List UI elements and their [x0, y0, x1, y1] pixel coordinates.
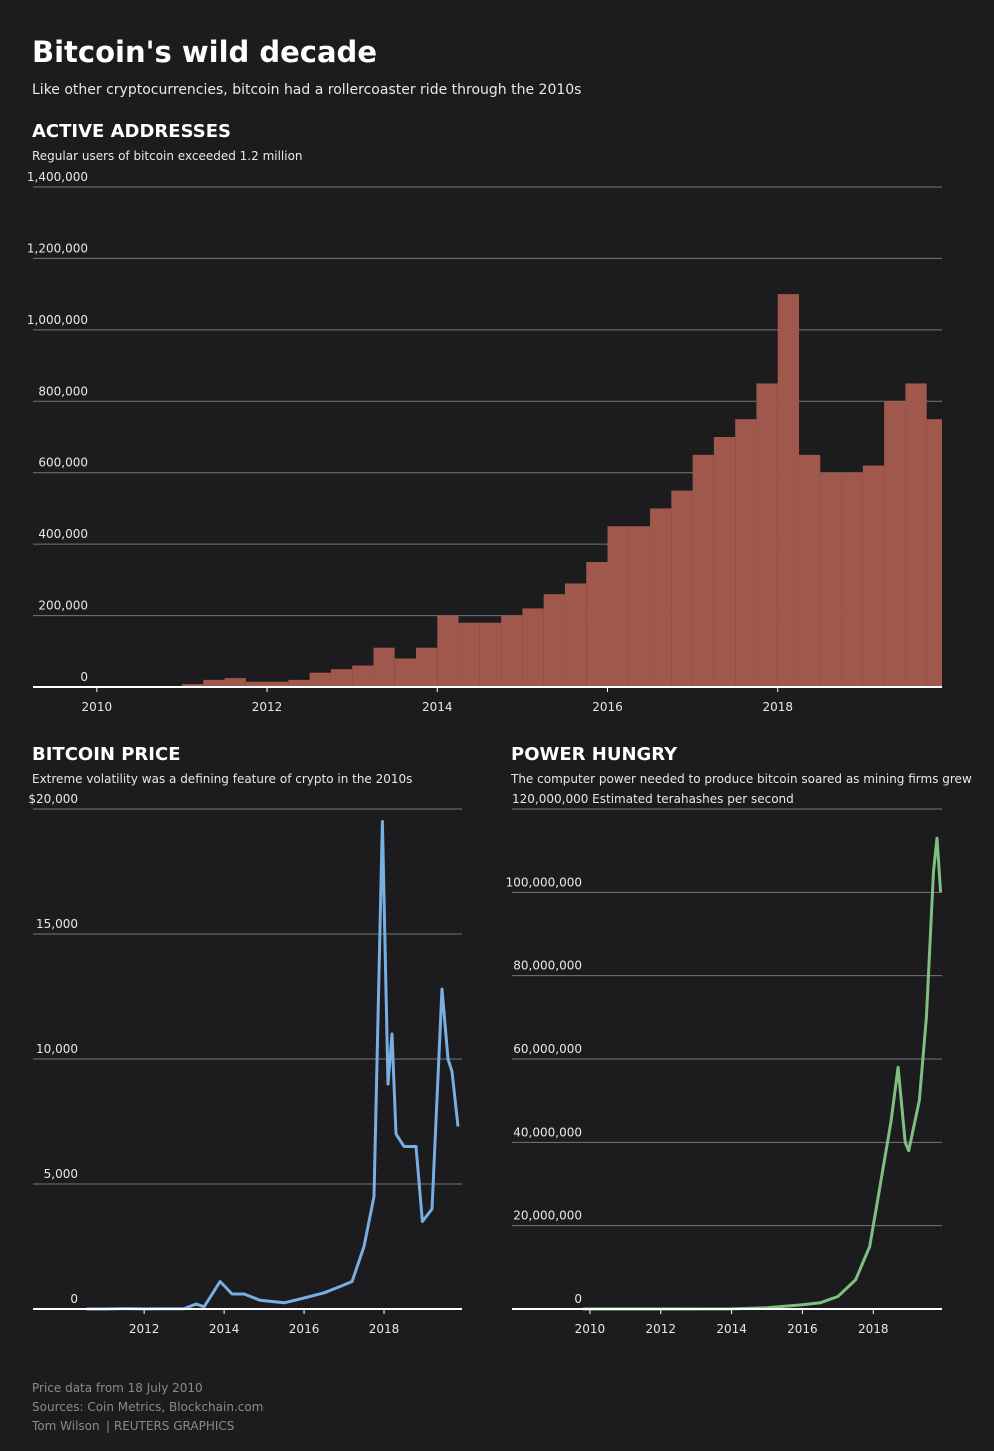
- chart-title: ACTIVE ADDRESSES: [32, 121, 231, 142]
- bar: [352, 665, 374, 687]
- bar: [799, 454, 821, 687]
- y-tick-label: $20,000: [28, 792, 78, 806]
- x-tick-label: 2010: [575, 1322, 606, 1336]
- x-tick-label: 2018: [858, 1322, 889, 1336]
- bar: [203, 679, 225, 687]
- y-tick-label: 15,000: [36, 917, 78, 931]
- y-tick-label: 200,000: [38, 599, 88, 613]
- y-tick-label: 400,000: [38, 527, 88, 541]
- y-tick-label: 1,400,000: [27, 170, 88, 184]
- bar: [373, 647, 395, 687]
- page-subtitle: Like other cryptocurrencies, bitcoin had…: [32, 82, 581, 98]
- price-line: [582, 836, 943, 1311]
- bar: [607, 526, 629, 687]
- x-tick-label: 2014: [716, 1322, 747, 1336]
- bar: [926, 419, 942, 687]
- y-tick-label: 20,000,000: [513, 1209, 582, 1223]
- bar: [267, 681, 289, 687]
- bar: [437, 615, 459, 687]
- chart-title: BITCOIN PRICE: [32, 744, 181, 765]
- bar: [713, 437, 736, 687]
- footer-author: Tom Wilson: [31, 1419, 100, 1433]
- chart-subtitle: The computer power needed to produce bit…: [510, 772, 972, 786]
- footer-note: Price data from 18 July 2010: [32, 1381, 203, 1395]
- bar: [479, 622, 502, 687]
- bar: [394, 658, 417, 687]
- bar: [522, 608, 544, 687]
- y-tick-label: 100,000,000: [506, 875, 582, 889]
- bar: [671, 490, 693, 687]
- page-title: Bitcoin's wild decade: [32, 35, 377, 69]
- bar: [905, 383, 927, 687]
- x-tick-label: 2018: [762, 700, 793, 714]
- x-tick-label: 2010: [82, 700, 113, 714]
- bar: [224, 678, 246, 687]
- x-tick-label: 2012: [129, 1322, 160, 1336]
- x-tick-label: 2014: [422, 700, 453, 714]
- y-tick-label: 10,000: [36, 1042, 78, 1056]
- x-tick-label: 2016: [289, 1322, 320, 1336]
- x-tick-label: 2012: [252, 700, 283, 714]
- bar: [735, 419, 757, 687]
- bar: [330, 669, 353, 687]
- y-tick-label: 60,000,000: [513, 1042, 582, 1056]
- bar: [309, 672, 331, 687]
- x-tick-label: 2014: [209, 1322, 240, 1336]
- y-tick-label: 1,200,000: [27, 241, 88, 255]
- chart-title: POWER HUNGRY: [511, 744, 678, 765]
- bar: [564, 583, 587, 687]
- y-tick-label: 0: [574, 1292, 582, 1306]
- x-tick-label: 2016: [787, 1322, 818, 1336]
- bar: [628, 526, 651, 687]
- bar: [841, 472, 863, 687]
- y-tick-label: 600,000: [38, 456, 88, 470]
- bar: [756, 383, 778, 687]
- bar: [245, 681, 268, 687]
- footer-credit: | REUTERS GRAPHICS: [106, 1419, 234, 1433]
- y-tick-label: 1,000,000: [27, 313, 88, 327]
- bar: [862, 465, 885, 687]
- bar: [692, 454, 714, 687]
- x-tick-label: 2012: [645, 1322, 676, 1336]
- y-tick-label: 0: [80, 670, 88, 684]
- y-tick-label: 5,000: [44, 1167, 78, 1181]
- bar: [458, 622, 480, 687]
- footer-sources: Sources: Coin Metrics, Blockchain.com: [32, 1400, 263, 1414]
- bar: [181, 684, 204, 687]
- bar: [543, 594, 565, 687]
- y-tick-label: 40,000,000: [513, 1125, 582, 1139]
- bar: [777, 294, 800, 687]
- x-tick-label: 2018: [369, 1322, 400, 1336]
- bar: [416, 647, 438, 687]
- bar: [820, 472, 842, 687]
- bar: [650, 508, 672, 687]
- chart-subtitle: Regular users of bitcoin exceeded 1.2 mi…: [32, 149, 303, 163]
- bar: [884, 401, 906, 687]
- bar: [586, 562, 608, 687]
- y-tick-label: 120,000,000 Estimated terahashes per sec…: [512, 792, 794, 806]
- y-tick-label: 80,000,000: [513, 959, 582, 973]
- bar: [501, 615, 523, 687]
- bar: [288, 679, 310, 687]
- x-tick-label: 2016: [592, 700, 623, 714]
- y-tick-label: 0: [70, 1292, 78, 1306]
- y-tick-label: 800,000: [38, 384, 88, 398]
- chart-subtitle: Extreme volatility was a defining featur…: [32, 772, 412, 786]
